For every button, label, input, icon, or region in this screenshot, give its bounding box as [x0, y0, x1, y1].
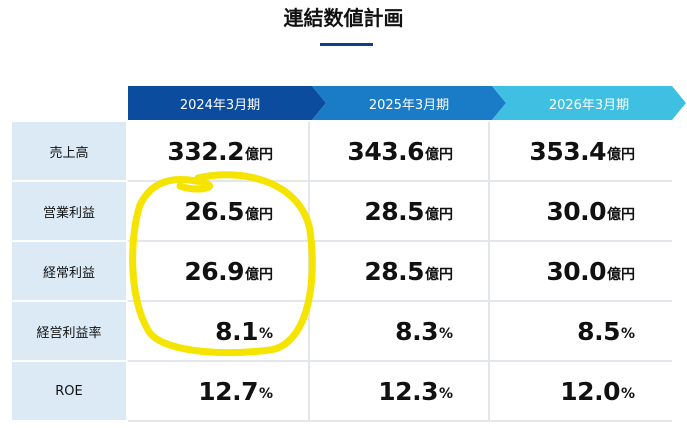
value: 30.0 [546, 196, 606, 226]
header-arrow [128, 86, 326, 120]
value: 12.0 [560, 376, 620, 406]
value-cell: 30.0 億円 [490, 182, 672, 242]
unit: 億円 [425, 207, 453, 223]
row-label: 経営利益率 [12, 302, 126, 360]
column-header: 2025年3月期 [368, 97, 450, 113]
column-header: 2024年3月期 [179, 97, 261, 113]
unit: % [258, 326, 273, 342]
unit: % [438, 326, 453, 342]
value-cell: 26.9 億円 [128, 242, 310, 302]
value-cell: 26.5 億円 [128, 182, 310, 242]
header-arrow [312, 86, 506, 120]
value: 353.4 [529, 136, 606, 166]
value: 8.3 [395, 316, 438, 346]
value-cell: 8.1% [128, 302, 310, 362]
value: 28.5 [364, 196, 424, 226]
value-cell: 28.5 億円 [310, 182, 490, 242]
value: 332.2 [167, 136, 244, 166]
title: 連結数値計画 [283, 6, 404, 30]
unit: 億円 [245, 207, 273, 223]
unit: % [620, 326, 635, 342]
title-underline [320, 43, 373, 46]
header-arrow [492, 86, 686, 120]
value-cell: 12.3% [310, 362, 490, 422]
value-cell: 12.0% [490, 362, 672, 422]
unit: 億円 [607, 267, 635, 283]
value: 12.7 [198, 376, 258, 406]
unit: 億円 [425, 147, 453, 163]
unit: 億円 [245, 267, 273, 283]
value-cell: 332.2 億円 [128, 122, 310, 182]
value: 26.9 [184, 256, 244, 286]
value-cell: 12.7% [128, 362, 310, 422]
unit: % [620, 386, 635, 402]
unit: 億円 [245, 147, 273, 163]
column-header: 2026年3月期 [548, 97, 630, 113]
row-label: 売上高 [12, 122, 126, 180]
row-label: 営業利益 [12, 182, 126, 240]
row-label: 経常利益 [12, 242, 126, 300]
value-cell: 30.0 億円 [490, 242, 672, 302]
unit: 億円 [425, 267, 453, 283]
value: 28.5 [364, 256, 424, 286]
value: 26.5 [184, 196, 244, 226]
unit: 億円 [607, 207, 635, 223]
row-label: ROE [12, 362, 126, 420]
value: 8.5 [577, 316, 620, 346]
unit: % [258, 386, 273, 402]
value-cell: 8.3% [310, 302, 490, 362]
value: 343.6 [347, 136, 424, 166]
unit: % [438, 386, 453, 402]
value: 8.1 [215, 316, 258, 346]
value: 12.3 [378, 376, 438, 406]
value-cell: 28.5 億円 [310, 242, 490, 302]
unit: 億円 [607, 147, 635, 163]
value-cell: 353.4 億円 [490, 122, 672, 182]
value-cell: 8.5% [490, 302, 672, 362]
value: 30.0 [546, 256, 606, 286]
value-cell: 343.6 億円 [310, 122, 490, 182]
